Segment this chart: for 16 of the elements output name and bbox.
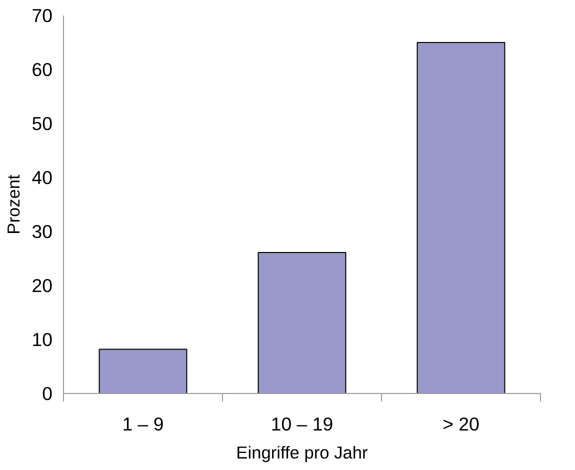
- y-tick-label: 60: [32, 59, 53, 80]
- y-axis-title: Prozent: [4, 174, 24, 234]
- x-axis-title: Eingriffe pro Jahr: [236, 442, 368, 462]
- x-tick-label: > 20: [442, 414, 480, 434]
- bar: [98, 348, 188, 394]
- bar: [416, 42, 506, 394]
- y-tick-label: 70: [32, 5, 53, 26]
- x-tick-label: 10 – 19: [270, 414, 334, 434]
- y-tick-label: 30: [32, 221, 53, 242]
- y-tick-label: 20: [32, 275, 53, 296]
- y-tick-label: 0: [42, 383, 53, 404]
- y-tick-label: 50: [32, 113, 53, 134]
- y-tick-label: 40: [32, 167, 53, 188]
- y-tick-label: 10: [32, 329, 53, 350]
- x-tick-label: 1 – 9: [122, 414, 164, 434]
- bar: [258, 252, 346, 394]
